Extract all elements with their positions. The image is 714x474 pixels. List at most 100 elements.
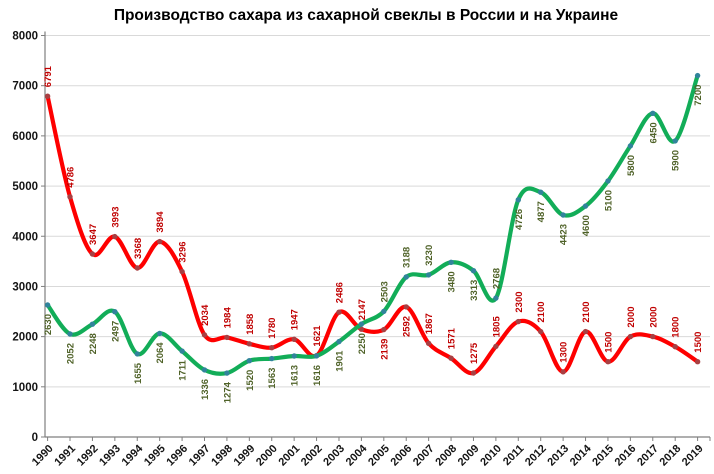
data-label-green-line: 1711: [178, 359, 189, 380]
data-point-green-line: [201, 367, 208, 373]
data-label-red-line: 1621: [312, 325, 323, 347]
data-point-red-line: [157, 238, 163, 245]
data-label-red-line: 1867: [424, 313, 435, 334]
y-axis-label: 7000: [12, 81, 38, 93]
data-point-red-line: [448, 355, 454, 361]
x-axis-label: 2007: [411, 443, 437, 469]
data-label-red-line: 1805: [491, 316, 502, 338]
x-axis-label: 2005: [366, 443, 392, 469]
data-label-red-line: 2147: [357, 299, 368, 320]
data-point-red-line: [67, 194, 73, 200]
data-point-green-line: [560, 212, 566, 218]
data-label-green-line: 1563: [267, 368, 278, 389]
data-label-green-line: 2250: [357, 333, 368, 354]
data-label-green-line: 3480: [447, 271, 458, 292]
data-label-green-line: 1655: [133, 362, 144, 384]
data-point-red-line: [44, 93, 51, 99]
x-axis-label: 1995: [142, 443, 168, 469]
data-label-red-line: 3647: [88, 224, 99, 245]
data-point-green-line: [672, 138, 678, 144]
data-label-green-line: 1613: [290, 365, 301, 386]
x-axis-label: 2002: [299, 443, 325, 469]
y-axis-label: 3000: [12, 281, 38, 293]
data-label-red-line: 1500: [693, 332, 704, 353]
data-point-red-line: [627, 333, 634, 340]
data-point-red-line: [605, 359, 611, 365]
data-label-green-line: 2248: [88, 333, 99, 354]
data-label-red-line: 2100: [536, 301, 547, 322]
x-axis-label: 2010: [478, 443, 504, 469]
data-label-red-line: 2486: [335, 282, 346, 303]
data-point-green-line: [179, 348, 185, 354]
data-label-red-line: 2300: [514, 291, 525, 312]
data-label-green-line: 4877: [536, 201, 547, 222]
y-axis-label: 6000: [12, 131, 38, 143]
data-point-green-line: [493, 295, 499, 301]
data-label-red-line: 2139: [379, 339, 390, 360]
data-point-red-line: [358, 326, 365, 332]
data-point-red-line: [538, 328, 544, 335]
x-axis-label: 2004: [344, 442, 370, 468]
data-label-green-line: 1901: [335, 350, 346, 372]
data-point-green-line: [582, 203, 589, 209]
data-point-red-line: [403, 304, 409, 310]
x-axis-label: 1990: [30, 443, 56, 469]
x-axis-label: 2018: [658, 443, 684, 469]
data-point-green-line: [650, 110, 656, 117]
x-axis-label: 2003: [321, 443, 347, 469]
data-point-green-line: [627, 143, 634, 149]
series-path-green-line: [45, 73, 700, 376]
data-point-green-line: [67, 331, 73, 337]
y-axis-label: 4000: [12, 231, 38, 243]
data-label-green-line: 1336: [200, 379, 211, 400]
data-point-red-line: [112, 233, 118, 240]
data-point-red-line: [246, 341, 252, 347]
data-point-red-line: [515, 318, 521, 325]
data-label-red-line: 1984: [222, 307, 233, 329]
data-point-red-line: [470, 370, 477, 376]
data-label-green-line: 2768: [491, 268, 502, 289]
x-axis-label: 1999: [232, 443, 258, 469]
x-axis-label: 2012: [523, 443, 549, 469]
data-label-green-line: 5800: [626, 155, 637, 176]
data-label-red-line: 2034: [200, 304, 211, 326]
y-axis-label: 5000: [12, 181, 38, 193]
x-axis-label: 2016: [613, 443, 639, 469]
x-axis-label: 1998: [209, 443, 235, 469]
data-label-green-line: 1616: [312, 365, 323, 386]
data-label-green-line: 5100: [604, 190, 615, 211]
x-axis-label: 1997: [187, 443, 213, 469]
data-label-green-line: 7200: [693, 85, 704, 106]
data-point-green-line: [425, 272, 432, 278]
x-axis-label: 2009: [456, 443, 482, 469]
x-axis-label: 1993: [97, 443, 123, 469]
x-axis-label: 1991: [52, 443, 78, 469]
data-point-green-line: [157, 330, 163, 337]
data-label-green-line: 2052: [66, 343, 77, 364]
series-path-red-line: [45, 94, 700, 376]
series: 6791 4786 3647 3993 3368 3894 3296 2034 1984 1858…: [43, 65, 704, 403]
data-label-green-line: 6450: [648, 122, 659, 143]
x-axis-label: 2013: [545, 443, 571, 469]
data-label-red-line: 1947: [290, 309, 301, 330]
data-point-green-line: [313, 353, 320, 359]
data-label-red-line: 2100: [581, 301, 592, 322]
y-axis-label: 1000: [12, 382, 38, 394]
data-point-red-line: [560, 369, 566, 375]
data-label-red-line: 1858: [245, 314, 256, 335]
data-label-red-line: 3993: [110, 206, 121, 227]
data-label-green-line: 1274: [222, 381, 233, 403]
data-label-red-line: 3296: [178, 241, 189, 262]
data-point-green-line: [291, 353, 297, 359]
data-label-green-line: 4423: [559, 224, 570, 245]
x-axis-label: 2006: [389, 443, 415, 469]
data-point-red-line: [694, 359, 701, 365]
data-point-green-line: [381, 308, 387, 315]
data-point-red-line: [672, 344, 678, 350]
data-point-green-line: [358, 321, 365, 327]
data-point-red-line: [224, 334, 230, 341]
data-label-green-line: 3188: [402, 247, 413, 268]
x-axis-label: 1994: [120, 442, 146, 468]
